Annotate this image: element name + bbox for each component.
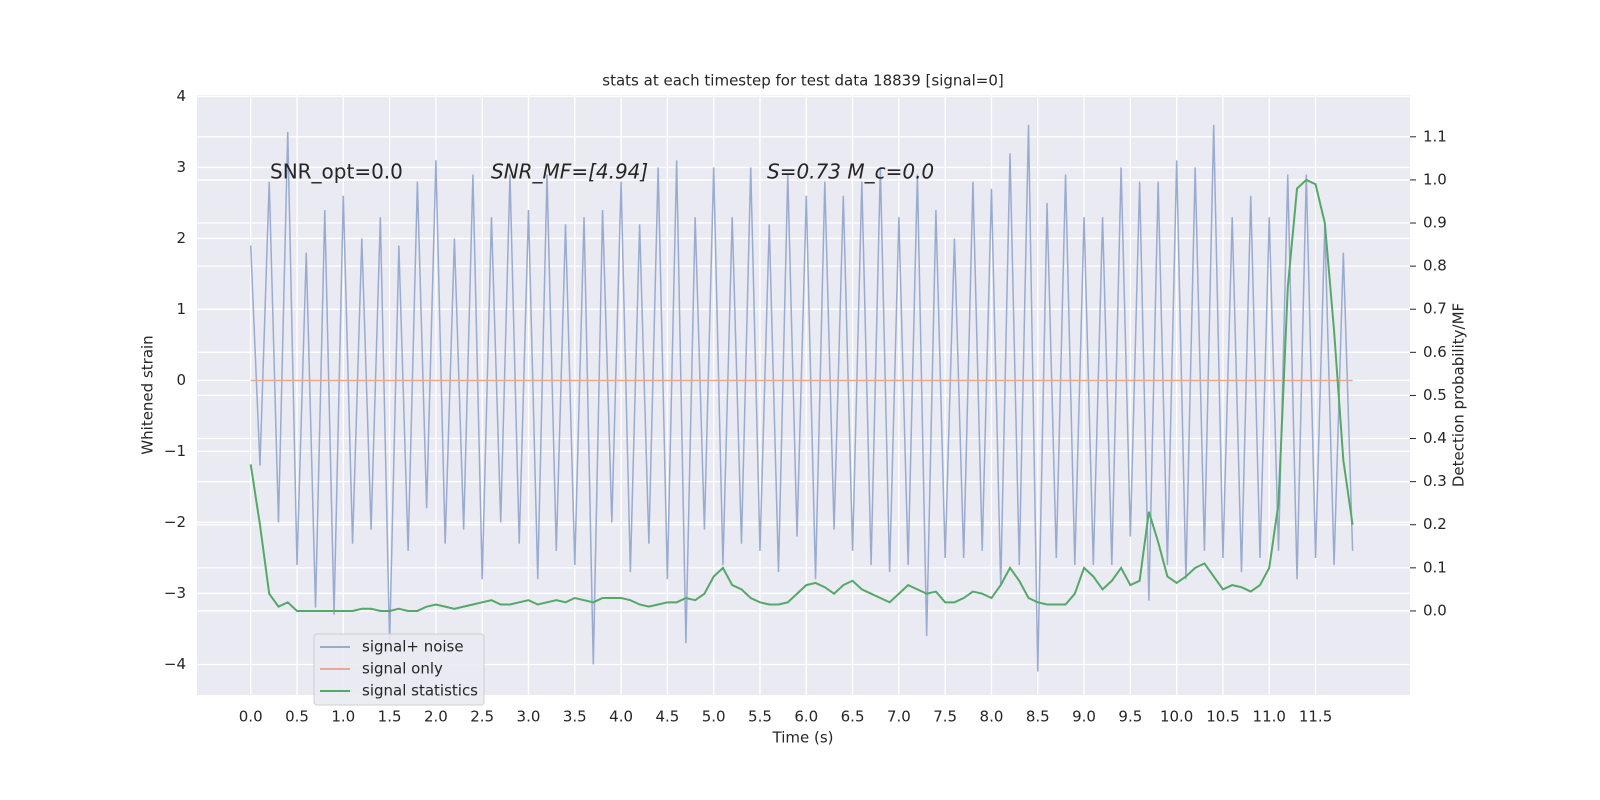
x-tick-label: 1.5: [378, 708, 402, 726]
marks: [249, 124, 1354, 672]
y2-tick-label: 0.5: [1423, 386, 1447, 404]
x-tick-label: 2.5: [470, 708, 494, 726]
x-tick-label: 8.0: [980, 708, 1004, 726]
y2-tick-label: 0.9: [1423, 214, 1447, 232]
x-tick-label: 2.0: [424, 708, 448, 726]
legend-label: signal statistics: [362, 682, 478, 700]
x-tick-label: 5.0: [702, 708, 726, 726]
annotation: S=0.73 M_c=0.0: [767, 160, 934, 184]
y2-tick-label: 0.7: [1423, 300, 1447, 318]
y-tick-label: −2: [164, 513, 186, 531]
legend: signal+ noise signal only signal statistic…: [313, 633, 485, 706]
y2-tick-label: 0.4: [1423, 429, 1447, 447]
x-tick-label: 0.5: [285, 708, 309, 726]
y2-axis-label: Detection probability/MF: [1450, 303, 1468, 487]
x-tick-label: 1.0: [331, 708, 355, 726]
series-line: [249, 178, 1354, 612]
y2-tick-label: 0.1: [1423, 558, 1447, 576]
y-axis-label: Whitened strain: [139, 335, 157, 454]
x-tick-label: 3.5: [563, 708, 587, 726]
y2-tick-label: 1.0: [1423, 170, 1447, 188]
x-tick-label: 8.5: [1026, 708, 1050, 726]
y2-tick-label: 0.6: [1423, 343, 1447, 361]
x-tick-label: 10.5: [1206, 708, 1239, 726]
x-tick-label: 7.0: [887, 708, 911, 726]
labels: 0.0 0.5 1.0 1.5 2.0 2.5 3.0 3.5 4.0 4.5 5.0 5.5 6.0 6…: [164, 87, 1447, 726]
x-tick-label: 4.0: [609, 708, 633, 726]
x-tick-label: 6.5: [841, 708, 865, 726]
y2-tick-label: 1.1: [1423, 127, 1447, 145]
x-tick-label: 0.0: [239, 708, 263, 726]
chart-title: stats at each timestep for test data 188…: [602, 72, 1003, 90]
x-tick-label: 4.5: [655, 708, 679, 726]
y2-tick-label: 0.8: [1423, 257, 1447, 275]
x-tick-label: 6.0: [794, 708, 818, 726]
x-tick-label: 3.0: [517, 708, 541, 726]
legend-label: signal+ noise: [362, 638, 464, 656]
annotation: SNR_MF=[4.94]: [491, 160, 648, 184]
y-tick-label: 0: [176, 371, 186, 389]
y2-tick-label: 0.0: [1423, 601, 1447, 619]
y2-tick-label: 0.3: [1423, 472, 1447, 490]
x-tick-label: 7.5: [933, 708, 957, 726]
legend-label: signal only: [362, 660, 443, 678]
y-tick-label: −4: [164, 655, 186, 673]
x-tick-label: 5.5: [748, 708, 772, 726]
x-axis-label: Time (s): [772, 729, 834, 747]
x-tick-label: 9.5: [1118, 708, 1142, 726]
legend-box: [313, 633, 485, 706]
x-tick-label: 9.0: [1072, 708, 1096, 726]
annotation: SNR_opt=0.0: [270, 160, 403, 184]
y2-tick-label: 0.2: [1423, 515, 1447, 533]
y-tick-label: −1: [164, 442, 186, 460]
x-tick-label: 10.0: [1160, 708, 1193, 726]
y-tick-label: 2: [176, 229, 186, 247]
y-tick-label: −3: [164, 584, 186, 602]
y-tick-label: 1: [176, 300, 186, 318]
series-line: [249, 124, 1354, 672]
y-tick-label: 4: [176, 87, 186, 105]
x-tick-label: 11.5: [1299, 708, 1332, 726]
x-tick-label: 11.0: [1253, 708, 1286, 726]
y-tick-label: 3: [176, 158, 186, 176]
